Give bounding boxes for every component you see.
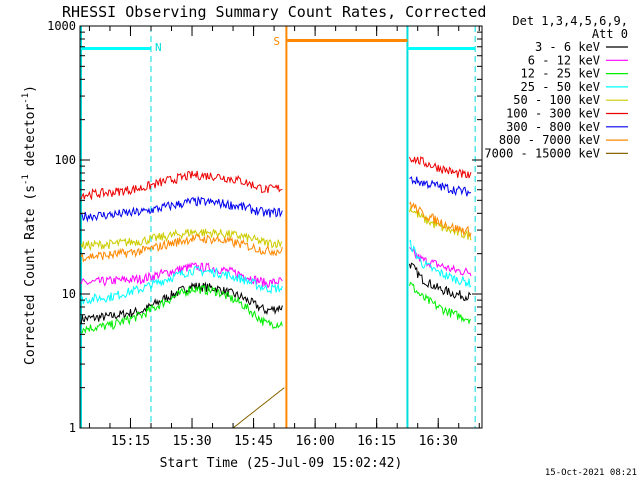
series-line-7-0: [80, 233, 283, 263]
y-axis-label-text: Corrected Count Rate (s: [23, 185, 38, 365]
series-line-1-0: [80, 262, 283, 289]
y-tick-label-1: 10: [62, 287, 76, 301]
y-axis-label-exp2: -1: [21, 93, 31, 104]
series-line-2-0: [80, 284, 283, 334]
legend-label-3: 25 - 50 keV: [521, 80, 600, 94]
legend-label-2: 12 - 25 keV: [521, 67, 600, 81]
series-line-0-0: [80, 281, 283, 324]
series-line-3-1: [409, 239, 472, 288]
axes: 1 10 100 1000 15:15 15:30 15:45 16:00 16:15 16:30: [47, 19, 482, 449]
x-axis-label: Start Time (25-Jul-09 15:02:42): [160, 456, 403, 471]
y-axis-label-mid: detector: [23, 104, 38, 175]
footer-timestamp: 15-Oct-2021 08:21: [545, 468, 637, 478]
legend-label-0: 3 - 6 keV: [535, 40, 600, 54]
y-tick-label-2: 100: [54, 153, 76, 167]
series-line-3-0: [81, 265, 283, 305]
series-line-0-1: [409, 262, 472, 302]
y-axis-label-end: ): [23, 85, 38, 93]
legend-label-1: 6 - 12 keV: [528, 53, 600, 67]
series-line-8-0: [232, 387, 285, 429]
plot-frame: [79, 25, 483, 429]
x-tick-label-5: 16:30: [419, 434, 458, 449]
interval-bands: [79, 26, 476, 428]
series-line-5-0: [80, 170, 283, 201]
legend-label-5: 100 - 300 keV: [506, 107, 600, 121]
series-line-6-0: [80, 195, 283, 223]
legend-header-line1: Det 1,3,4,5,6,9,: [512, 14, 628, 28]
x-tick-label-4: 16:15: [357, 434, 396, 449]
series-line-6-1: [409, 176, 472, 197]
x-tick-label-3: 16:00: [296, 434, 335, 449]
series-lines: [80, 38, 476, 429]
x-tick-label-2: 15:45: [234, 434, 273, 449]
x-tick-label-1: 15:30: [172, 434, 211, 449]
chart-title: RHESSI Observing Summary Count Rates, Co…: [62, 3, 486, 21]
legend-label-8: 7000 - 15000 keV: [484, 146, 600, 160]
series-line-7-1: [409, 201, 472, 238]
legend-label-6: 300 - 800 keV: [506, 120, 600, 134]
night-marker-label: N: [155, 41, 162, 54]
y-tick-label-3: 1000: [47, 19, 76, 33]
series-line-5-1: [409, 156, 472, 179]
legend-header-line2: Att 0: [592, 27, 628, 41]
x-tick-label-0: 15:15: [111, 434, 150, 449]
series-line-2-1: [409, 281, 471, 325]
y-axis-label: Corrected Count Rate (s-1 detector-1): [21, 85, 38, 365]
saa-marker-label: S: [273, 35, 280, 48]
legend-label-7: 800 - 7000 keV: [499, 133, 600, 147]
y-tick-label-0: 1: [69, 421, 76, 435]
series-line-4-0: [80, 228, 283, 252]
series-line-1-1: [409, 247, 472, 277]
legend-label-4: 50 - 100 keV: [513, 93, 600, 107]
y-axis-label-exp1: -1: [21, 174, 31, 185]
